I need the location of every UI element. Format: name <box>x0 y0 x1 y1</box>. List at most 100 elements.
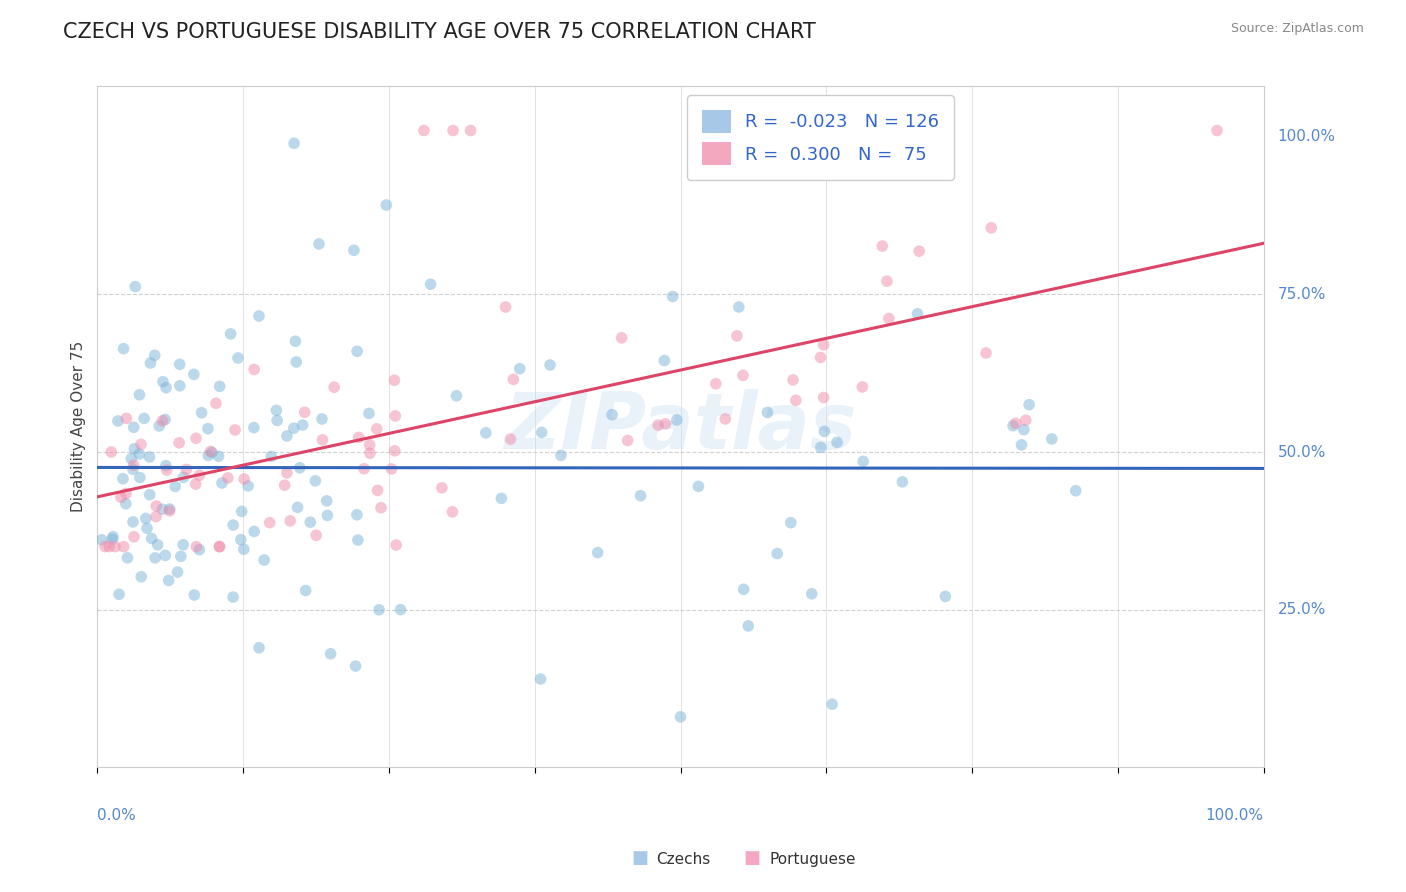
Point <box>1040 432 1063 446</box>
Point <box>359 438 381 452</box>
Point <box>107 414 129 428</box>
Point <box>872 239 894 253</box>
Point <box>813 425 835 439</box>
Point <box>188 542 211 557</box>
Text: Source: ZipAtlas.com: Source: ZipAtlas.com <box>1230 22 1364 36</box>
Point <box>247 640 270 655</box>
Point <box>499 432 522 446</box>
Point <box>98 540 121 554</box>
Point <box>112 342 135 356</box>
Point <box>276 429 298 443</box>
Point <box>108 587 131 601</box>
Point <box>294 405 316 419</box>
Point <box>150 502 173 516</box>
Point <box>441 505 464 519</box>
Point <box>276 466 298 480</box>
Point <box>1004 416 1026 430</box>
Point <box>197 422 219 436</box>
Point <box>586 546 609 560</box>
Point <box>737 619 759 633</box>
Point <box>146 538 169 552</box>
Point <box>375 198 398 212</box>
Text: Portuguese: Portuguese <box>769 852 856 867</box>
Point <box>253 553 276 567</box>
Point <box>145 499 167 513</box>
Point <box>475 425 498 440</box>
Point <box>117 550 139 565</box>
Point <box>217 471 239 485</box>
Point <box>260 450 283 464</box>
Point <box>157 574 180 588</box>
Point <box>183 368 205 382</box>
Point <box>243 362 266 376</box>
Point <box>316 508 339 523</box>
Point <box>165 479 187 493</box>
Point <box>661 289 683 303</box>
Point <box>128 470 150 484</box>
Point <box>311 412 333 426</box>
Point <box>148 419 170 434</box>
Point <box>278 514 301 528</box>
Point <box>266 413 288 427</box>
Point <box>495 300 517 314</box>
Point <box>1018 398 1040 412</box>
Text: Czechs: Czechs <box>657 852 711 867</box>
Point <box>226 351 249 365</box>
Point <box>101 530 124 544</box>
Point <box>141 532 163 546</box>
Point <box>94 540 117 554</box>
Point <box>266 403 288 417</box>
Point <box>150 414 173 428</box>
Point <box>756 405 779 419</box>
Text: 100.0%: 100.0% <box>1206 808 1264 823</box>
Point <box>714 412 737 426</box>
Point <box>907 307 929 321</box>
Text: ■: ■ <box>744 849 761 867</box>
Point <box>122 530 145 544</box>
Point <box>550 448 572 462</box>
Y-axis label: Disability Age Over 75: Disability Age Over 75 <box>72 341 86 512</box>
Point <box>122 420 145 434</box>
Point <box>232 542 254 557</box>
Point <box>176 462 198 476</box>
Point <box>813 391 835 405</box>
Point <box>344 659 367 673</box>
Point <box>184 431 207 445</box>
Point <box>810 351 832 365</box>
Point <box>725 329 748 343</box>
Point <box>111 472 134 486</box>
Point <box>343 244 366 258</box>
Point <box>124 279 146 293</box>
Point <box>851 380 873 394</box>
Point <box>129 570 152 584</box>
Point <box>934 590 956 604</box>
Point <box>980 220 1002 235</box>
Text: 75.0%: 75.0% <box>1278 287 1326 301</box>
Point <box>283 136 305 151</box>
Point <box>166 565 188 579</box>
Point <box>821 697 844 711</box>
Point <box>288 460 311 475</box>
Point <box>370 500 392 515</box>
Point <box>155 458 177 473</box>
Point <box>1011 438 1033 452</box>
Point <box>128 447 150 461</box>
Point <box>813 338 835 352</box>
Point <box>441 123 464 137</box>
Point <box>384 409 406 423</box>
Point <box>299 515 322 529</box>
Point <box>908 244 931 259</box>
Text: CZECH VS PORTUGUESE DISABILITY AGE OVER 75 CORRELATION CHART: CZECH VS PORTUGUESE DISABILITY AGE OVER … <box>63 22 815 42</box>
Point <box>308 237 330 252</box>
Point <box>172 538 194 552</box>
Point <box>347 533 370 547</box>
Point <box>104 540 127 554</box>
Point <box>229 533 252 547</box>
Point <box>231 504 253 518</box>
Point <box>616 434 638 448</box>
Point <box>159 504 181 518</box>
Point <box>654 353 676 368</box>
Point <box>205 396 228 410</box>
Point <box>785 393 807 408</box>
Point <box>243 420 266 434</box>
